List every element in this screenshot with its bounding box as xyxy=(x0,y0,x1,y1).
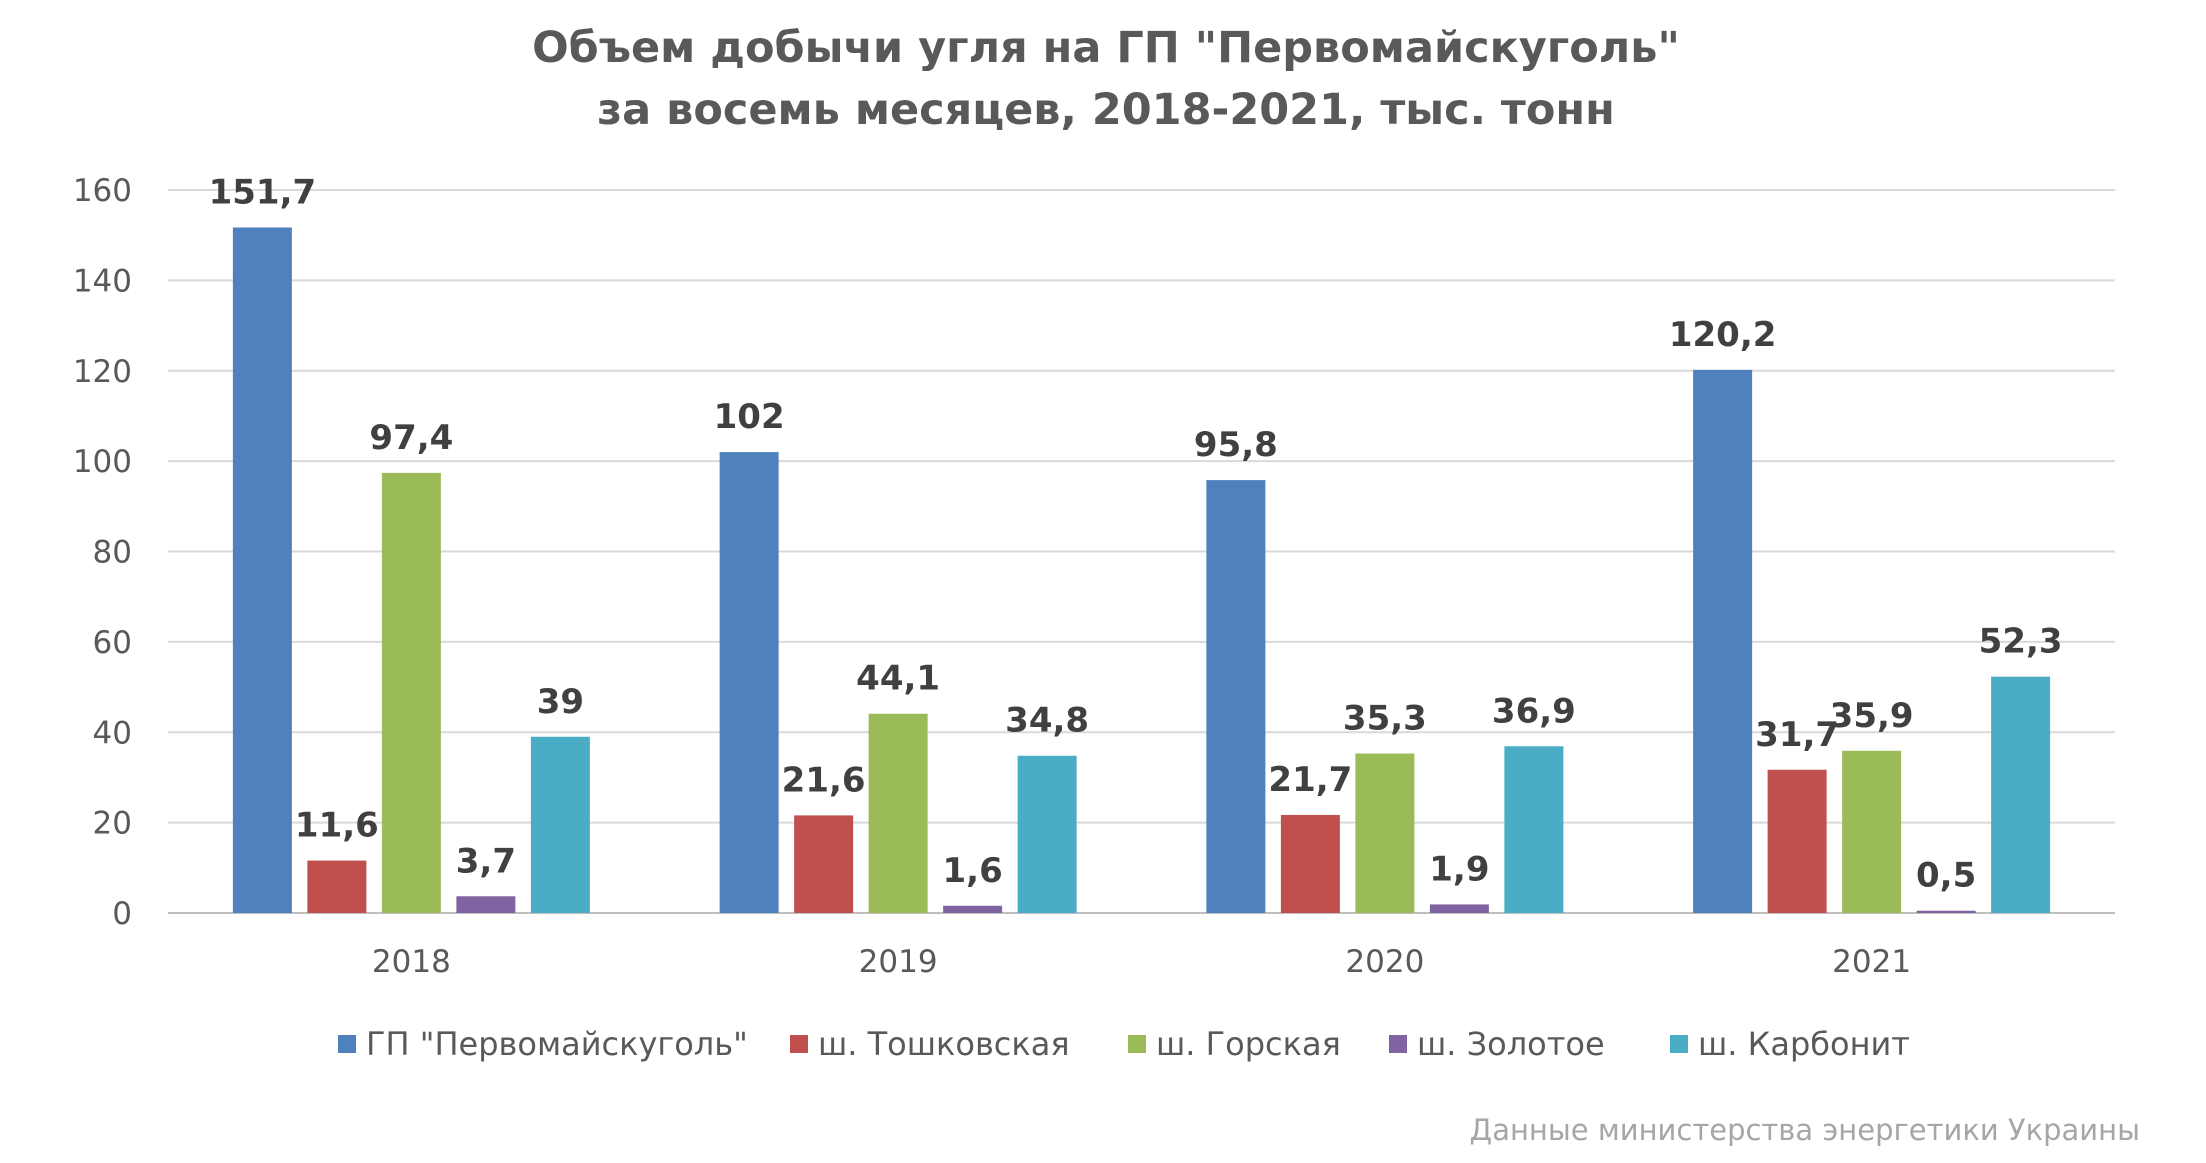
data-label: 97,4 xyxy=(369,418,453,458)
bar xyxy=(1429,904,1489,913)
x-category-label: 2021 xyxy=(1832,944,1911,980)
data-label: 35,3 xyxy=(1343,698,1427,738)
bar xyxy=(943,905,1003,913)
y-tick-label: 120 xyxy=(73,354,132,390)
x-axis-categories: 2018 2019 2020 2021 xyxy=(372,944,1911,980)
legend-swatch xyxy=(790,1035,808,1053)
y-tick-label: 140 xyxy=(73,263,132,299)
bar xyxy=(719,452,779,913)
data-label: 36,9 xyxy=(1492,691,1576,731)
legend-label: ш. Тошковская xyxy=(818,1025,1070,1063)
data-label: 95,8 xyxy=(1194,425,1278,465)
bar xyxy=(530,736,590,913)
data-label: 31,7 xyxy=(1755,715,1839,755)
bar xyxy=(381,472,441,913)
legend-swatch xyxy=(1128,1035,1146,1053)
bar xyxy=(307,860,367,913)
legend-label: ш. Карбонит xyxy=(1698,1025,1910,1063)
bar xyxy=(868,713,928,913)
bars xyxy=(232,227,2051,914)
data-label: 1,6 xyxy=(943,851,1003,891)
bar xyxy=(456,896,516,913)
data-label: 11,6 xyxy=(295,806,379,846)
y-tick-label: 80 xyxy=(93,535,132,571)
legend-swatch xyxy=(338,1035,356,1053)
chart-title: Объем добычи угля на ГП "Первомайскуголь… xyxy=(532,23,1680,135)
data-label: 34,8 xyxy=(1005,701,1089,741)
data-label: 52,3 xyxy=(1979,622,2063,662)
bar xyxy=(794,815,854,913)
legend-label: ГП "Первомайскуголь" xyxy=(366,1025,748,1063)
bar xyxy=(1767,769,1827,913)
x-category-label: 2020 xyxy=(1345,944,1424,980)
y-axis-ticks: 0 20 40 60 80 100 120 140 160 xyxy=(73,173,132,932)
bar xyxy=(1355,753,1415,913)
legend-label: ш. Золотое xyxy=(1417,1025,1605,1063)
chart-title-line-2: за восемь месяцев, 2018-2021, тыс. тонн xyxy=(597,85,1615,135)
data-label: 120,2 xyxy=(1669,315,1777,355)
data-label: 39 xyxy=(537,682,584,722)
y-tick-label: 160 xyxy=(73,173,132,209)
legend-swatch xyxy=(1670,1035,1688,1053)
y-tick-label: 100 xyxy=(73,444,132,480)
bar xyxy=(1916,910,1976,913)
data-label: 102 xyxy=(714,397,785,437)
data-label: 44,1 xyxy=(856,659,940,699)
bar xyxy=(1842,750,1902,913)
y-tick-label: 0 xyxy=(112,896,132,932)
bar xyxy=(1280,814,1340,913)
y-tick-label: 60 xyxy=(93,625,132,661)
data-label: 0,5 xyxy=(1916,856,1976,896)
legend-label: ш. Горская xyxy=(1156,1025,1341,1063)
bar xyxy=(1991,676,2051,913)
data-label: 21,7 xyxy=(1268,760,1352,800)
data-label: 1,9 xyxy=(1429,849,1489,889)
legend: ГП "Первомайскуголь" ш. Тошковская ш. Горс… xyxy=(338,1025,1910,1063)
legend-swatch xyxy=(1389,1035,1407,1053)
data-label: 35,9 xyxy=(1830,696,1914,736)
source-note: Данные министерства энергетики Украины xyxy=(1470,1113,2140,1147)
bar xyxy=(232,227,292,914)
data-label: 21,6 xyxy=(782,760,866,800)
data-labels: 151,7 11,6 97,4 3,7 39 102 21,6 44,1 1,6 34,8 95,8… xyxy=(209,173,2063,896)
bar xyxy=(1206,480,1266,913)
bar xyxy=(1693,369,1753,913)
x-category-label: 2018 xyxy=(372,944,451,980)
data-label: 151,7 xyxy=(209,173,317,213)
y-tick-label: 20 xyxy=(93,806,132,842)
gridlines xyxy=(168,189,2115,914)
bar xyxy=(1504,746,1564,913)
bar xyxy=(1017,755,1077,913)
data-label: 3,7 xyxy=(456,841,516,881)
x-category-label: 2019 xyxy=(859,944,938,980)
y-tick-label: 40 xyxy=(93,715,132,751)
chart-title-line-1: Объем добычи угля на ГП "Первомайскуголь… xyxy=(532,23,1680,73)
